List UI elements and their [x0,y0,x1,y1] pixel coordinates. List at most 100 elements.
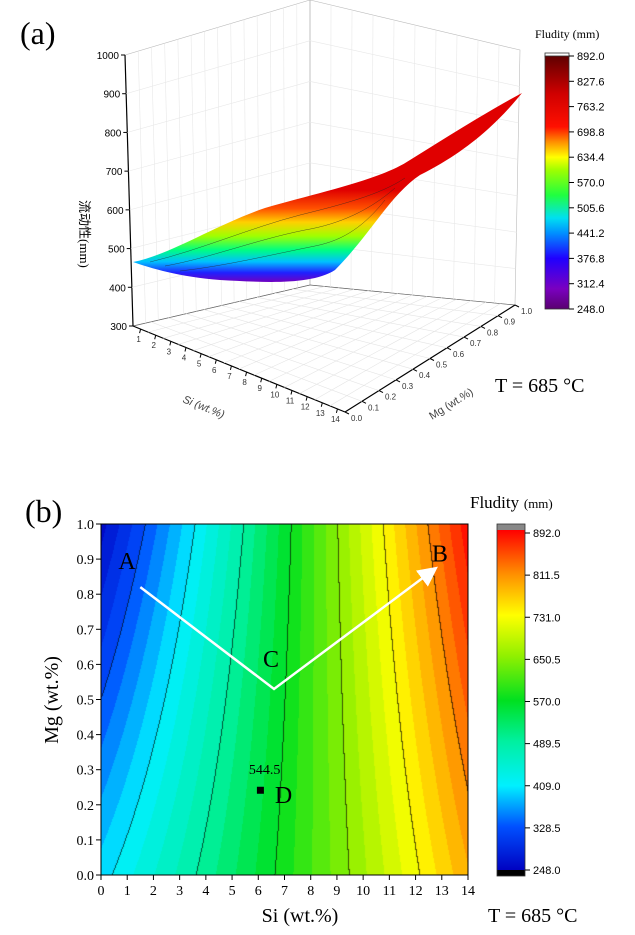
gridline [256,297,465,338]
mg-tick-label: 0.0 [351,414,363,423]
mg-tick [378,390,384,394]
colorbar-b-title: Fludity (mm) [470,493,553,512]
mg-tick [361,400,367,404]
x-tick-label: 6 [255,884,262,899]
temperature-label-b: T = 685 °C [488,905,577,927]
colorbar-tick-label: 827.6 [577,76,605,88]
path-arrow [139,566,438,691]
y-axis-label-b: Mg (wt.%) [41,656,63,744]
y-tick-label: 0.4 [77,729,95,744]
colorbar-a-title: Fludity (mm) [535,27,599,41]
mg-tick-label: 0.8 [487,328,499,337]
gridline [129,162,311,211]
z-axis-ticks: 1000 900 800 700 600 500 400 300 [97,51,133,333]
x-tick-label: 0 [98,884,105,899]
mg-tick-label: 0.5 [436,361,448,370]
panel-label-a: (a) [20,15,56,51]
mg-tick [497,315,503,319]
colorbar-tick-label: 328.5 [533,823,561,835]
colorbar-tick-label: 312.4 [577,279,605,291]
si-tick-label: 1 [136,335,141,344]
si-tick [169,341,172,346]
mg-tick-label: 0.6 [453,350,465,359]
y-tick-label: 0.1 [77,834,95,849]
gridline [473,39,479,302]
colorbar-tick-label: 892.0 [577,51,605,63]
si-tick-label: 14 [331,415,340,424]
si-tick-label: 12 [301,403,310,412]
mg-tick [344,411,350,415]
si-tick-label: 7 [227,372,232,381]
gridline [128,121,311,172]
colorbar-tick-label: 811.5 [533,570,560,582]
si-tick-label: 8 [242,378,247,387]
colorbar-tick-label: 892.0 [533,528,561,540]
colorbar-tick-label: 248.0 [577,304,605,316]
point-labels: A C B D 544.5 [118,542,448,809]
point-marker-d [256,786,264,794]
si-tick [335,408,338,414]
y-tick-label: 0.7 [77,623,95,638]
si-tick [260,378,263,383]
si-tick-label: 2 [151,341,156,350]
mg-tick [446,347,452,351]
si-tick [320,402,323,407]
gridline [126,40,311,95]
colorbar-tick-label: 409.0 [533,781,561,793]
gridline [239,301,448,349]
si-tick-label: 3 [167,347,172,356]
x-tick-label: 2 [150,884,157,899]
si-tick [275,384,278,389]
point-value-d: 544.5 [249,763,281,778]
x-tick-label: 10 [356,884,370,899]
y-tick-label: 0.2 [77,799,95,814]
si-tick [154,335,157,340]
temperature-label-a: T = 685 °C [495,375,584,397]
gridline [391,19,395,294]
si-tick [305,396,308,401]
gridline [453,34,458,300]
x-tick-label: 12 [409,884,423,899]
gridline [203,309,414,370]
si-tick [214,359,217,364]
si-axis-label-3d: Si (wt.%) [181,394,227,422]
x-tick-label: 8 [307,884,314,899]
mg-tick [514,304,520,308]
y-tick-label: 0.6 [77,658,95,673]
plot-area-b [100,523,469,876]
z-tick-label: 600 [107,206,124,217]
gridline [186,313,397,381]
si-tick [184,347,187,352]
gridline [127,81,311,133]
x-tick-label: 4 [202,884,209,899]
si-tick [199,353,202,358]
x-tick-label: 7 [281,884,288,899]
x-axis-label-b: Si (wt.%) [262,905,339,927]
y-tick-label: 0.9 [77,553,95,568]
colorbar-tick-label: 634.4 [577,152,605,164]
x-tick-label: 13 [435,884,449,899]
composition-path [139,566,438,691]
gridline [221,305,431,359]
surface-contour-lines [149,177,406,272]
gridline [494,44,500,304]
x-axis-ticks-b: 0 1 2 3 4 5 6 7 8 9 10 11 12 13 14 [98,875,475,899]
x-tick-label: 14 [461,884,475,899]
z-tick-label: 700 [106,167,123,178]
y-tick-label: 0.0 [77,869,95,884]
si-tick-label: 4 [182,354,187,363]
colorbar-tick-label: 731.0 [533,612,561,624]
gridline [274,292,482,327]
gridline [164,43,172,318]
panel-label-b: (b) [25,493,62,529]
fluidity-contour-map [101,524,468,875]
colorbar-tick-label: 489.5 [533,739,561,751]
mg-tick-label: 0.1 [368,403,380,412]
mg-tick [412,368,418,372]
si-tick-label: 9 [257,384,262,393]
colorbar-a [544,55,570,310]
mg-tick-label: 0.3 [402,382,414,391]
x-tick-label: 11 [383,884,396,899]
mg-tick [463,336,469,340]
